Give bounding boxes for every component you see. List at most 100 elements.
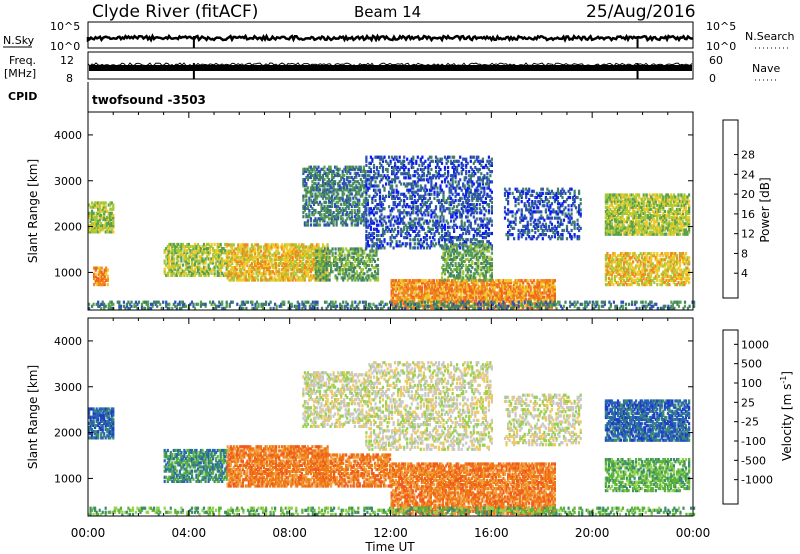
heatmap-cell — [106, 222, 109, 226]
heatmap-cell — [264, 261, 267, 266]
heatmap-cell — [430, 155, 433, 159]
heatmap-cell — [166, 261, 169, 265]
heatmap-cell — [250, 253, 253, 257]
heatmap-cell — [172, 249, 175, 253]
heatmap-cell — [201, 253, 204, 257]
heatmap-cell — [273, 272, 276, 276]
heatmap-cell — [228, 249, 231, 253]
heatmap-cell — [193, 247, 197, 251]
heatmap-cell — [202, 267, 206, 271]
heatmap-cell — [91, 213, 94, 217]
heatmap-cell — [106, 215, 109, 219]
heatmap-cell — [288, 243, 291, 247]
heatmap-cell — [218, 261, 221, 265]
heatmap-cell — [457, 203, 460, 207]
heatmap-cell — [224, 242, 227, 247]
heatmap-cell — [180, 255, 183, 259]
heatmap-cell — [422, 227, 425, 231]
heatmap-cell — [259, 263, 263, 268]
heatmap-cell — [99, 274, 102, 278]
heatmap-cell — [95, 217, 98, 222]
heatmap-cell — [178, 265, 181, 269]
heatmap-cell — [457, 163, 460, 167]
heatmap-cell — [318, 223, 322, 227]
heatmap-cell — [231, 259, 234, 263]
heatmap-cell — [297, 247, 300, 251]
heatmap-cell — [168, 249, 171, 253]
heatmap-cell — [462, 167, 465, 172]
heatmap-cell — [166, 265, 169, 269]
heatmap-cell — [285, 257, 288, 261]
heatmap-cell — [388, 205, 391, 209]
heatmap-cell — [309, 245, 312, 249]
heatmap-cell — [195, 265, 198, 269]
heatmap-cell — [234, 272, 237, 276]
heatmap-cell — [285, 253, 288, 257]
heatmap-cell — [218, 242, 221, 247]
heatmap-cell — [165, 273, 168, 277]
heatmap-cell — [193, 251, 197, 255]
heatmap-cell — [425, 188, 428, 192]
heatmap-cell — [253, 251, 257, 255]
heatmap-cell — [315, 245, 319, 249]
heatmap-cell — [240, 270, 243, 274]
heatmap-cell — [275, 245, 278, 249]
heatmap-cell — [213, 242, 216, 247]
heatmap-cell — [261, 259, 264, 263]
heatmap-cell — [171, 259, 174, 263]
heatmap-cell — [92, 230, 95, 234]
heatmap-cell — [95, 201, 98, 205]
heatmap-cell — [262, 268, 266, 272]
heatmap-cell — [204, 244, 207, 249]
heatmap-cell — [358, 206, 361, 211]
heatmap-cell — [303, 247, 306, 251]
heatmap-cell — [246, 261, 249, 266]
heatmap-cell — [261, 255, 264, 259]
heatmap-cell — [243, 268, 246, 272]
heatmap-cell — [276, 251, 279, 255]
heatmap-cell — [231, 276, 234, 280]
heatmap-cell — [94, 276, 97, 280]
heatmap-cell — [290, 278, 293, 282]
heatmap-cell — [264, 247, 267, 251]
heatmap-cell — [213, 255, 216, 259]
heatmap-cell — [278, 274, 281, 278]
heatmap-cell — [166, 273, 169, 277]
heatmap-cell — [235, 276, 238, 280]
heatmap-cell — [106, 268, 109, 272]
heatmap-cell — [238, 247, 241, 251]
heatmap-cell — [299, 249, 302, 253]
heatmap-cell — [273, 245, 276, 249]
heatmap-cell — [109, 211, 112, 215]
heatmap-cell — [241, 253, 244, 257]
heatmap-cell — [246, 245, 249, 249]
heatmap-cell — [198, 271, 201, 275]
heatmap-cell — [172, 242, 175, 247]
heatmap-cell — [385, 194, 388, 198]
heatmap-cell — [237, 259, 240, 263]
heatmap-cell — [244, 274, 247, 278]
heatmap-cell — [282, 249, 285, 253]
heatmap-cell — [94, 226, 97, 230]
heatmap-cell — [287, 266, 290, 270]
heatmap-cell — [478, 167, 481, 172]
heatmap-cell — [262, 272, 266, 276]
heatmap-cell — [110, 207, 113, 211]
heatmap-cell — [462, 231, 465, 236]
heatmap-cell — [99, 268, 102, 272]
heatmap-cell — [192, 247, 195, 251]
heatmap-cell — [246, 278, 249, 282]
heatmap-cell — [104, 217, 107, 222]
heatmap-cell — [273, 255, 276, 259]
heatmap-cell — [190, 259, 194, 263]
heatmap-cell — [309, 255, 312, 259]
heatmap-cell — [215, 251, 218, 255]
heatmap-cell — [312, 276, 316, 280]
heatmap-cell — [270, 263, 273, 268]
heatmap-cell — [231, 255, 234, 259]
heatmap-cell — [199, 259, 203, 263]
heatmap-cell — [212, 255, 215, 259]
heatmap-cell — [338, 167, 341, 171]
heatmap-cell — [183, 259, 186, 263]
heatmap-cell — [460, 196, 463, 200]
